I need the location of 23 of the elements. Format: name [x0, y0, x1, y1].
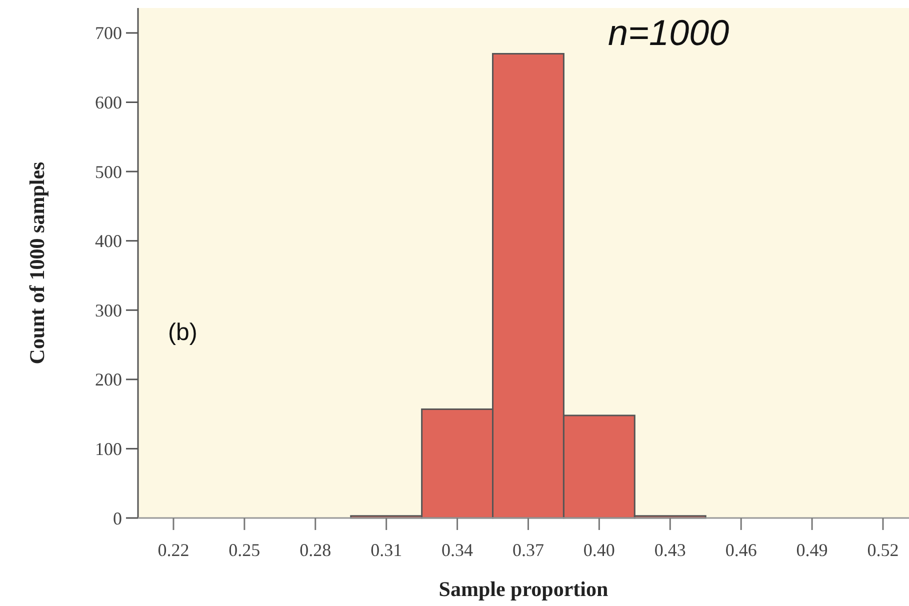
y-tick-label: 200 [95, 370, 122, 390]
x-tick-label: 0.52 [867, 540, 899, 560]
annotation: n=1000 [608, 12, 730, 53]
y-axis-title: Count of 1000 samples [25, 162, 49, 364]
x-tick-label: 0.46 [725, 540, 757, 560]
x-tick-label: 0.40 [583, 540, 615, 560]
y-tick-label: 500 [95, 162, 122, 182]
x-tick-label: 0.31 [370, 540, 402, 560]
y-tick-label: 300 [95, 300, 122, 320]
x-tick-label: 0.22 [158, 540, 190, 560]
y-tick-label: 400 [95, 231, 122, 252]
y-tick-label: 100 [95, 439, 122, 460]
x-tick-label: 0.37 [512, 540, 544, 560]
x-tick-label: 0.43 [654, 540, 686, 560]
y-tick-label: 0 [113, 508, 122, 528]
y-tick-label: 600 [95, 92, 122, 113]
y-tick-label: 700 [95, 23, 122, 44]
x-tick-label: 0.34 [442, 540, 474, 560]
x-tick-label: 0.25 [228, 540, 260, 560]
x-tick-label: 0.49 [796, 540, 828, 560]
x-tick-label: 0.28 [300, 540, 332, 560]
annotation: (b) [168, 319, 198, 346]
x-axis-title: Sample proportion [438, 577, 609, 601]
